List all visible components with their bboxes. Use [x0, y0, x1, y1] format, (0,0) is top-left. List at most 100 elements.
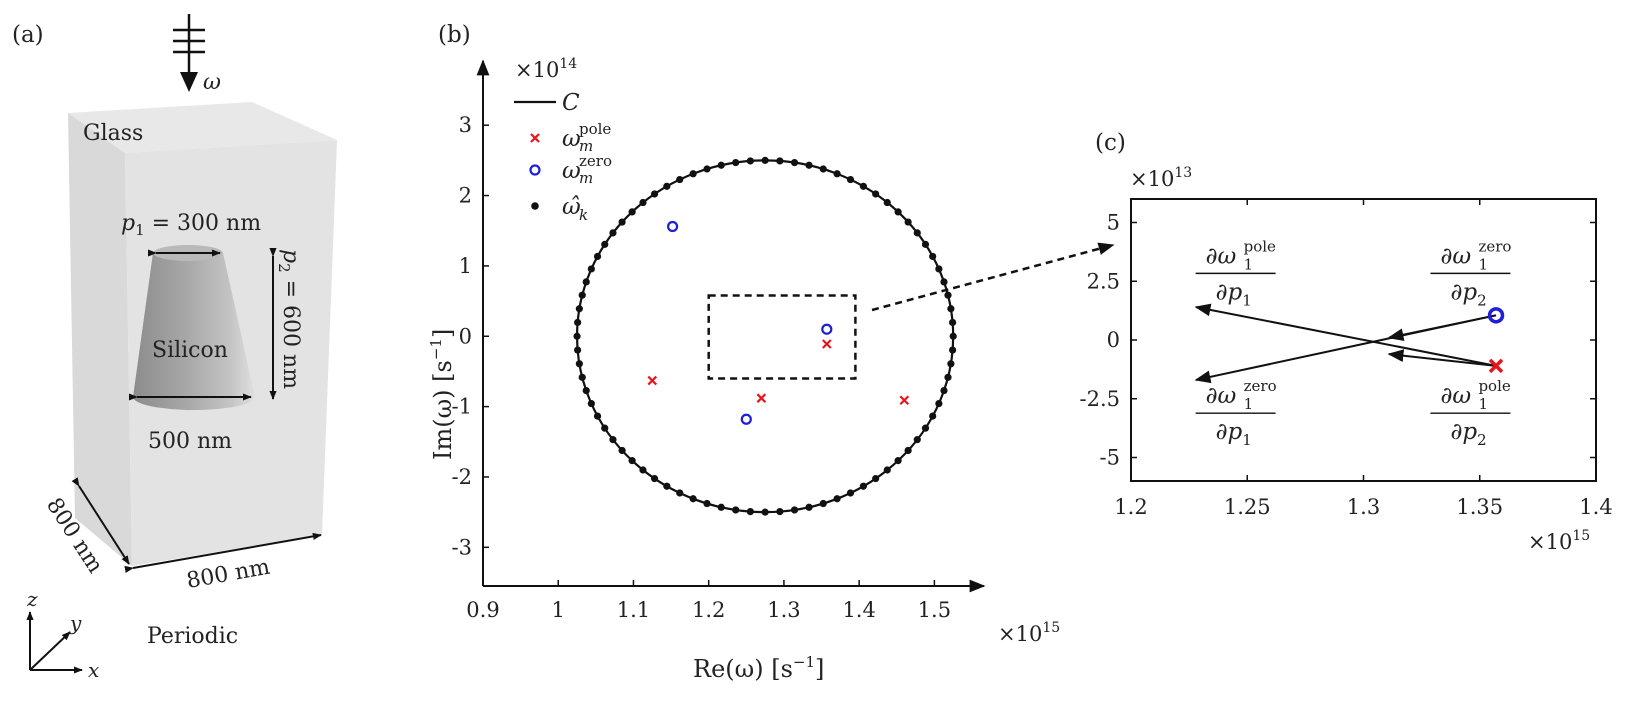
contour-sample-point — [575, 305, 583, 313]
contour-sample-point — [921, 424, 930, 432]
y-tick-label: 2 — [459, 184, 472, 208]
periodic-label: Periodic — [147, 624, 238, 649]
contour-sample-point — [921, 240, 930, 248]
incident-wave-icon — [173, 14, 205, 92]
contour-sample-point — [587, 265, 595, 273]
contour-sample-point — [790, 506, 799, 514]
contour-sample-point — [872, 474, 880, 483]
x-tick-label: 1 — [552, 598, 565, 622]
contour-sample-point — [833, 495, 841, 503]
box-depth-arrow — [71, 477, 130, 565]
sensitivity-arrow — [1387, 314, 1497, 341]
panel-a: (a) ω Glass Silicon p1 = 300 nm 500 nm — [12, 14, 337, 682]
contour-sample-point — [859, 182, 867, 190]
contour-sample-point — [587, 399, 595, 408]
panel-b-y-multiplier: ×1014 — [515, 56, 577, 82]
silicon-label: Silicon — [152, 338, 228, 363]
contour-sample-point — [746, 157, 754, 165]
contour-sample-point — [601, 424, 609, 432]
contour-sample-point — [628, 457, 636, 465]
contour-sample-point — [689, 170, 697, 178]
x-tick-label: 1.2 — [1114, 495, 1147, 519]
zero-marker — [740, 413, 752, 425]
contour-sample-point — [628, 208, 636, 216]
contour-sample-point — [894, 208, 902, 216]
x-tick-label: 1.3 — [767, 598, 800, 622]
contour-sample-point — [578, 291, 586, 299]
derivative-label: ∂ω zero 1 ∂p2 — [1430, 237, 1511, 309]
contour-sample-point — [846, 175, 855, 184]
p1-label: p1 = 300 nm — [121, 211, 261, 239]
contour-sample-point — [790, 158, 799, 167]
derivative-numerator: ∂ω pole 1 — [1440, 377, 1510, 413]
x-tick-label: 1.3 — [1347, 495, 1380, 519]
panel-b: (b) 0.9 1 1.1 1.2 1.3 1.4 1.5 3 2 1 0 -1 -2 -3 Cωpole… — [427, 22, 1060, 683]
contour-sample-point — [663, 482, 671, 490]
sensitivity-arrow — [1194, 303, 1497, 367]
contour-sample-point — [805, 161, 813, 169]
x-tick-label: 1.1 — [617, 598, 650, 622]
silicon-cone — [133, 245, 255, 410]
derivative-denominator: ∂p1 — [1216, 279, 1252, 309]
derivative-numerator: ∂ω zero 1 — [1440, 237, 1511, 273]
contour-sample-point — [819, 165, 827, 173]
axis-y-label: y — [69, 611, 82, 635]
x-tick-label: 1.35 — [1456, 495, 1503, 519]
panel-b-ylabel: Im(ω) [s−1] — [427, 329, 457, 460]
x-tick-label: 1.2 — [692, 598, 725, 622]
contour-sample-point — [846, 489, 855, 497]
axis-z-label: z — [26, 587, 38, 611]
contour-sample-point — [650, 474, 659, 483]
panel-b-xlabel: Re(ω) [s−1] — [693, 653, 824, 683]
contour-sample-point — [703, 499, 711, 508]
contour-sample-point — [746, 507, 754, 516]
derivative-label: ∂ω zero 1 ∂p1 — [1195, 377, 1277, 449]
contour-sample-point — [776, 157, 784, 165]
x-tick-label: 0.9 — [466, 598, 499, 622]
contour-sample-point — [944, 291, 952, 299]
panel-c-labels: ∂ω pole 1 ∂p1 ∂ω zero 1 ∂p2 ∂ω zero 1 ∂p1 ∂ω pole 1 ∂p2 — [1195, 237, 1511, 449]
zero-marker — [666, 220, 679, 233]
legend-label: ωzero m — [562, 152, 612, 187]
contour-sample-point — [944, 373, 952, 381]
contour-sample-point — [929, 412, 937, 420]
omega-label: ω — [203, 70, 221, 95]
contour-sample-point — [761, 508, 769, 516]
pole-marker — [822, 339, 832, 349]
contour-sample-point — [676, 175, 684, 184]
box-width-label: 800 nm — [185, 555, 272, 594]
contour-sample-point — [601, 240, 609, 248]
legend-label: ω̂k — [562, 194, 588, 224]
y-tick-label: -2.5 — [1080, 387, 1121, 411]
sensitivity-arrow — [1387, 349, 1497, 367]
contour-sample-point — [732, 506, 740, 514]
y-tick-label: 2.5 — [1087, 269, 1120, 293]
derivative-numerator: ∂ω zero 1 — [1206, 377, 1277, 413]
contour-sample-point — [904, 218, 912, 226]
y-tick-label: -3 — [452, 535, 472, 559]
contour-sample-point — [582, 387, 590, 395]
contour-sample-point — [883, 198, 891, 207]
zero-marker — [1487, 307, 1505, 324]
contour-sample-point — [913, 229, 921, 237]
legend-label: C — [562, 90, 580, 116]
y-tick-label: 1 — [459, 254, 472, 278]
axis-x-label: x — [88, 658, 99, 682]
contour-sample-point — [940, 278, 948, 286]
y-tick-label: -1 — [452, 395, 472, 419]
contour-sample-point — [593, 412, 602, 420]
derivative-denominator: ∂p2 — [1450, 279, 1486, 309]
contour-sample-point — [805, 503, 813, 511]
panel-b-x-multiplier: ×1015 — [998, 620, 1060, 646]
contour-sample-point — [776, 507, 784, 516]
contour-sample-point — [609, 229, 617, 237]
contour-sample-point — [940, 387, 948, 395]
contour-sample-point — [663, 182, 671, 190]
p2-label: p2 = 600 nm — [275, 249, 303, 389]
panel-c-x-multiplier: ×1015 — [1528, 528, 1590, 554]
derivative-label: ∂ω pole 1 ∂p2 — [1430, 377, 1511, 449]
derivative-numerator: ∂ω pole 1 — [1206, 237, 1276, 273]
contour-sample-point — [717, 503, 725, 511]
derivative-label: ∂ω pole 1 ∂p1 — [1195, 237, 1276, 309]
derivative-denominator: ∂p1 — [1216, 419, 1252, 449]
